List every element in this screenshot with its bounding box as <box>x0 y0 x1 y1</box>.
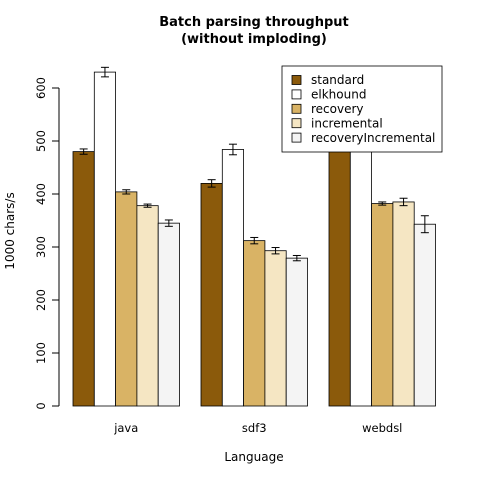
error-bar-recovery-sdf3 <box>250 236 259 245</box>
bar-recovery-java <box>115 191 138 407</box>
legend-box <box>281 65 443 153</box>
legend-label-incremental: incremental <box>311 116 383 130</box>
error-bar-elkhound-sdf3 <box>228 143 237 156</box>
legend-swatch-standard <box>291 75 302 85</box>
x-axis: java sdf3 webdsl <box>113 421 402 435</box>
error-bar-recoveryIncremental-sdf3 <box>292 254 301 262</box>
legend-swatch-recoveryIncremental <box>291 132 302 143</box>
bar-standard-java <box>72 151 95 407</box>
bars <box>72 66 436 407</box>
error-bar-incremental-sdf3 <box>271 247 280 255</box>
x-tick-label-sdf3: sdf3 <box>242 421 267 435</box>
y-tick-label: 500 <box>34 130 48 152</box>
legend-swatch-recovery <box>291 103 302 114</box>
y-tick-label: 0 <box>34 402 48 409</box>
bar-incremental-webdsl <box>392 201 415 407</box>
legend-label-recovery: recovery <box>311 102 364 116</box>
chart-title-line-1: Batch parsing throughput <box>159 15 349 30</box>
error-bar-elkhound-java <box>100 66 109 78</box>
bar-incremental-java <box>136 205 159 407</box>
legend: standardelkhoundrecoveryincrementalrecov… <box>281 65 443 153</box>
bar-standard-sdf3 <box>200 182 223 407</box>
error-bar-recoveryIncremental-java <box>164 219 173 227</box>
bar-recoveryIncremental-webdsl <box>413 223 436 407</box>
error-bar-recovery-webdsl <box>378 201 387 206</box>
y-axis: 0 100 200 300 400 500 600 <box>34 77 60 410</box>
error-bar-standard-java <box>79 148 88 155</box>
error-bar-incremental-java <box>143 203 152 208</box>
legend-swatch-incremental <box>291 118 302 129</box>
y-tick-label: 400 <box>34 183 48 205</box>
bar-incremental-sdf3 <box>264 250 287 407</box>
error-bar-standard-sdf3 <box>207 179 216 188</box>
bar-recovery-sdf3 <box>243 240 266 407</box>
legend-label-recoveryIncremental: recoveryIncremental <box>311 131 435 145</box>
error-bar-recovery-java <box>122 189 131 195</box>
bar-recoveryIncremental-sdf3 <box>285 257 308 407</box>
bar-standard-webdsl <box>328 145 351 407</box>
y-tick-label: 600 <box>34 77 48 99</box>
error-bar-recoveryIncremental-webdsl <box>420 215 429 234</box>
y-axis-label: 1000 chars/s <box>3 192 17 269</box>
legend-swatch-elkhound <box>291 89 302 100</box>
y-tick-label: 100 <box>34 342 48 364</box>
y-tick-label: 300 <box>34 236 48 258</box>
legend-label-elkhound: elkhound <box>311 88 366 102</box>
legend-label-standard: standard <box>311 73 364 87</box>
chart-title-line-2: (without imploding) <box>181 32 327 47</box>
x-axis-label: Language <box>224 450 283 464</box>
bar-recoveryIncremental-java <box>157 222 180 407</box>
y-tick-label: 200 <box>34 289 48 311</box>
bar-recovery-webdsl <box>371 203 394 407</box>
bar-elkhound-java <box>93 71 117 407</box>
x-tick-label-webdsl: webdsl <box>362 421 402 435</box>
bar-elkhound-sdf3 <box>221 149 245 407</box>
error-bar-incremental-webdsl <box>399 197 408 207</box>
x-tick-label-java: java <box>113 421 138 435</box>
